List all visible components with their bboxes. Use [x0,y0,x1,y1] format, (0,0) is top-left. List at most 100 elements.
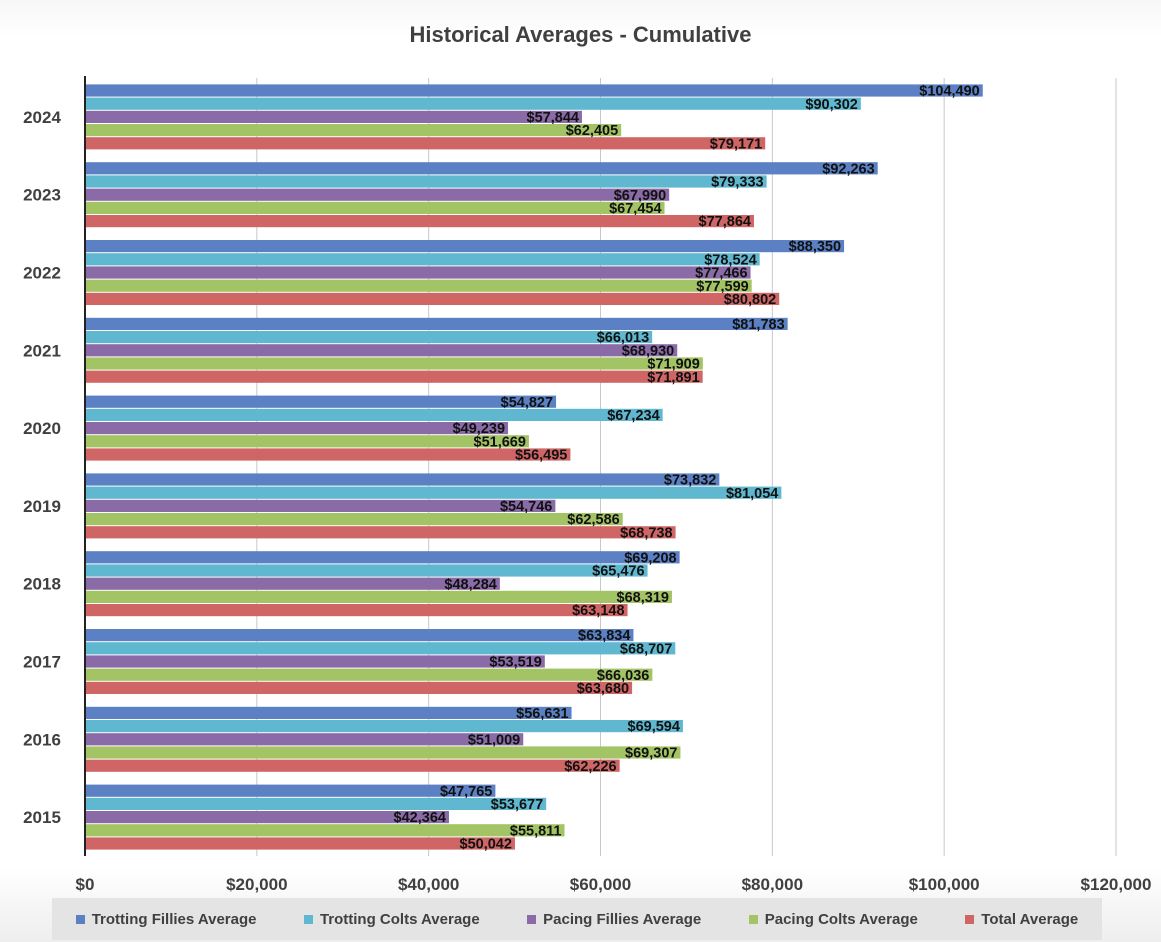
data-label: $62,405 [566,123,618,139]
data-label: $47,765 [440,784,492,800]
bar [85,162,878,175]
legend-entry: Total Average [965,911,1078,928]
bar [85,706,572,719]
data-label: $67,990 [614,188,666,204]
data-label: $69,208 [624,550,676,566]
data-label: $81,783 [732,317,784,333]
category-label: 2023 [23,186,61,205]
bar [85,681,633,694]
x-tick-label: $100,000 [909,875,980,894]
legend-entry: Trotting Colts Average [303,910,480,928]
legend-swatch [748,914,758,924]
legend-label: Pacing Colts Average [764,910,918,928]
data-label: $53,519 [489,655,541,671]
data-label: $63,148 [572,603,624,619]
bar [85,824,565,837]
bar [85,590,672,603]
data-label: $104,490 [919,84,979,100]
bar [85,331,653,344]
legend-label: Trotting Fillies Average [91,910,257,928]
category-label: 2019 [23,497,61,516]
legend-entry: Pacing Colts Average [748,910,918,928]
data-label: $67,234 [607,408,659,424]
bar [85,797,547,810]
data-label: $54,746 [500,499,552,515]
legend-swatch [303,914,313,924]
bar [85,279,752,292]
x-tick-label: $40,000 [398,875,459,894]
data-label: $51,009 [468,732,520,748]
data-label: $54,827 [501,395,553,411]
x-tick-label: $0 [76,875,95,894]
bar [85,395,557,408]
bar [85,370,703,383]
category-label: 2017 [23,653,61,672]
data-label: $68,930 [622,343,674,359]
legend-entry: Pacing Fillies Average [527,911,701,928]
bar [85,175,767,188]
data-label: $90,302 [805,97,857,113]
bar [85,604,628,617]
legend-swatch [75,914,85,924]
bar [85,408,663,421]
bar [85,422,509,435]
data-label: $77,864 [699,214,751,230]
legend-label: Trotting Colts Average [319,910,480,928]
data-label: $73,832 [664,473,716,489]
legend-swatch [965,914,975,924]
bar [85,577,500,590]
data-label: $63,834 [578,628,630,644]
bar [85,746,681,759]
bar [85,97,861,110]
category-label: 2016 [23,730,61,749]
bar [85,733,524,746]
chart-title: Historical Averages - Cumulative [409,22,752,47]
category-label: 2021 [23,341,61,360]
bar [85,668,653,681]
x-tick-label: $20,000 [226,875,287,894]
bar [85,317,788,330]
data-label: $71,891 [647,370,699,386]
bar [85,266,751,279]
bar [85,837,515,850]
data-label: $57,844 [527,110,579,126]
data-label: $56,495 [515,448,567,464]
legend-entry: Trotting Fillies Average [75,910,257,928]
data-label: $67,454 [609,201,661,217]
legend-swatch [527,914,537,924]
data-label: $48,284 [444,577,496,593]
bar [85,642,676,655]
data-label: $65,476 [592,564,644,580]
bar [85,435,529,448]
data-label: $68,319 [617,590,669,606]
bar [85,629,634,642]
bar [85,473,720,486]
bar [85,486,782,499]
data-label: $77,466 [695,266,747,282]
bar [85,215,754,228]
category-label: 2022 [23,264,61,283]
legend-label: Pacing Fillies Average [543,910,702,928]
x-tick-label: $120,000 [1081,875,1152,894]
x-tick-label: $60,000 [570,875,631,894]
data-label: $77,599 [696,279,748,295]
bar [85,292,780,305]
data-label: $79,333 [711,175,763,191]
data-label: $62,586 [567,512,619,528]
data-label: $71,909 [647,357,699,373]
data-label: $49,239 [453,421,505,437]
data-label: $66,013 [597,330,649,346]
data-label: $51,669 [474,434,526,450]
category-label: 2024 [23,108,61,127]
bar [85,253,760,266]
category-label: 2020 [23,419,61,438]
data-label: $63,680 [577,681,629,697]
bar [85,564,648,577]
bar [85,784,496,797]
data-label: $69,307 [625,746,677,762]
data-label: $55,811 [510,823,562,839]
data-label: $68,707 [620,641,672,657]
data-label: $62,226 [564,759,616,775]
bar [85,551,680,564]
